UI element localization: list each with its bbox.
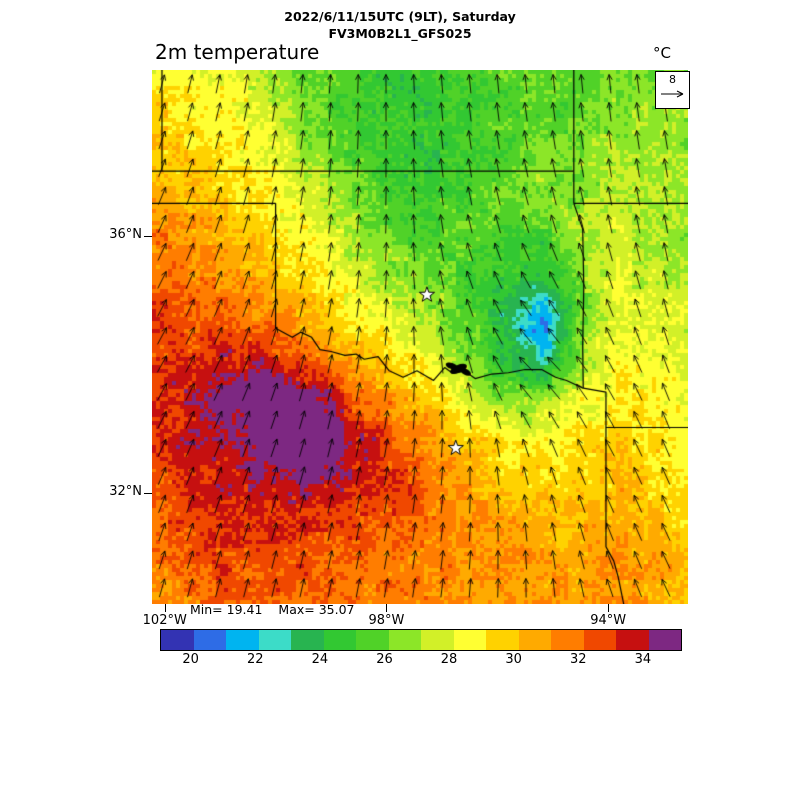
colorbar xyxy=(160,629,682,651)
wind-reference-box: 8 xyxy=(655,71,690,109)
wind-reference-arrow-icon xyxy=(660,90,683,98)
y-axis-tick xyxy=(144,235,152,237)
temperature-field-canvas xyxy=(152,70,688,604)
colorbar-segment xyxy=(323,630,356,650)
colorbar-segment xyxy=(388,630,421,650)
colorbar-labels: 20 22 24 26 28 30 32 34 xyxy=(0,652,800,668)
map-panel: 8 102°W 98°W 94°W 36°N 32°N xyxy=(109,70,690,628)
x-axis-label: 102°W xyxy=(142,613,187,628)
wind-reference-value: 8 xyxy=(669,73,676,86)
colorbar-segment xyxy=(583,630,616,650)
x-axis-label: 98°W xyxy=(368,613,405,628)
colorbar-segment xyxy=(258,630,291,650)
variable-title: 2m temperature xyxy=(155,40,320,64)
colorbar-segment xyxy=(421,630,454,650)
colorbar-segment xyxy=(648,630,681,650)
colorbar-tick-label: 26 xyxy=(376,652,393,667)
figure-datetime-title: 2022/6/11/15UTC (9LT), Saturday xyxy=(284,9,516,24)
colorbar-tick-label: 20 xyxy=(182,652,199,667)
colorbar-tick-label: 34 xyxy=(634,652,652,667)
colorbar-segment xyxy=(616,630,649,650)
colorbar-segment xyxy=(161,630,194,650)
field-stats: Min= 19.41 Max= 35.07 xyxy=(190,602,354,617)
x-axis-tick xyxy=(164,604,166,612)
colorbar-segment xyxy=(453,630,486,650)
colorbar-segment xyxy=(291,630,324,650)
colorbar-tick-label: 30 xyxy=(505,652,522,667)
colorbar-segment xyxy=(551,630,584,650)
y-axis-label: 36°N xyxy=(109,226,142,242)
colorbar-tick-label: 32 xyxy=(569,652,587,667)
x-axis-tick xyxy=(386,604,388,612)
colorbar-segment xyxy=(193,630,226,650)
y-axis-tick xyxy=(144,493,152,495)
colorbar-tick-label: 22 xyxy=(246,652,264,667)
figure-model-title: FV3M0B2L1_GFS025 xyxy=(328,26,472,41)
x-axis-label: 94°W xyxy=(590,613,627,628)
colorbar-tick-label: 24 xyxy=(311,652,329,667)
x-axis-tick xyxy=(608,604,610,612)
field-max-label: Max= 35.07 xyxy=(278,602,355,617)
units-label: °C xyxy=(653,44,671,62)
colorbar-segment xyxy=(486,630,519,650)
colorbar-segment xyxy=(226,630,259,650)
field-min-label: Min= 19.41 xyxy=(190,602,263,617)
colorbar-segment xyxy=(518,630,551,650)
colorbar-segment xyxy=(356,630,389,650)
colorbar-tick-label: 28 xyxy=(440,652,458,667)
y-axis-label: 32°N xyxy=(109,484,142,500)
